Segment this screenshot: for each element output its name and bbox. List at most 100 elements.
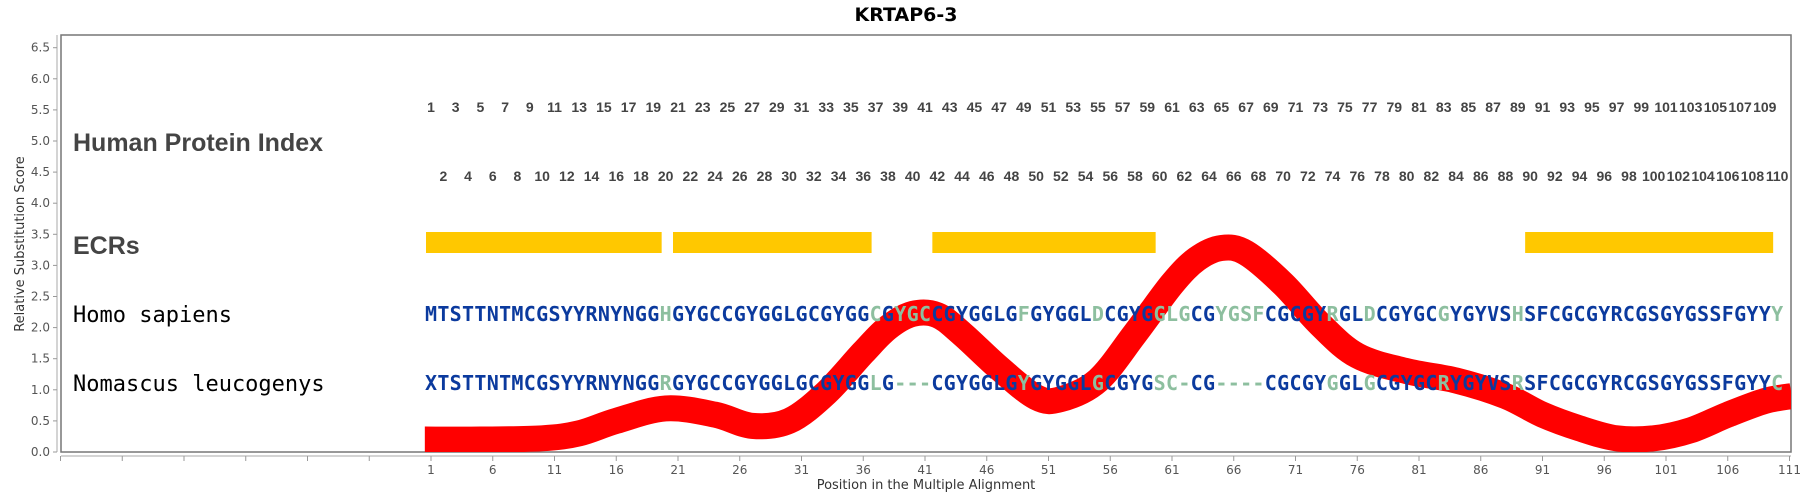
residue: - <box>919 371 931 395</box>
protein-index-number: 103 <box>1679 99 1703 115</box>
protein-index-number: 38 <box>880 168 896 184</box>
residue: C <box>709 371 721 395</box>
protein-index-number: 8 <box>514 168 522 184</box>
protein-index-number: 106 <box>1716 168 1740 184</box>
residue: S <box>1709 371 1721 395</box>
residue: - <box>1215 371 1227 395</box>
residue: Y <box>561 371 573 395</box>
residue: H <box>1512 302 1524 326</box>
x-tick-label: 6 <box>489 463 497 477</box>
residue: Y <box>1746 302 1758 326</box>
protein-index-number: 95 <box>1584 99 1600 115</box>
residue: G <box>1055 371 1067 395</box>
protein-index-number: 25 <box>720 99 736 115</box>
x-tick-label: 51 <box>1041 463 1056 477</box>
x-axis-label: Position in the Multiple Alignment <box>817 478 1036 493</box>
protein-index-number: 78 <box>1374 168 1390 184</box>
residue: Y <box>1129 371 1141 395</box>
residue: G <box>1364 371 1376 395</box>
protein-index-number: 23 <box>695 99 711 115</box>
residue: F <box>1722 371 1734 395</box>
residue: T <box>474 371 486 395</box>
protein-index-number: 7 <box>501 99 509 115</box>
protein-index-number: 39 <box>893 99 909 115</box>
residue: G <box>635 302 647 326</box>
x-tick-label: 66 <box>1226 463 1241 477</box>
protein-index-number: 59 <box>1140 99 1156 115</box>
residue: G <box>734 302 746 326</box>
residue: R <box>1438 371 1451 395</box>
residue: Y <box>1759 302 1771 326</box>
y-tick-label: 6.5 <box>31 41 50 55</box>
protein-index-number: 102 <box>1667 168 1691 184</box>
protein-index-number: 29 <box>769 99 785 115</box>
residue: L <box>1166 302 1178 326</box>
residue: S <box>548 371 560 395</box>
residue: T <box>462 302 474 326</box>
residue: Y <box>1018 371 1030 395</box>
residue: G <box>1734 302 1746 326</box>
protein-index-number: 52 <box>1053 168 1069 184</box>
residue: C <box>721 302 733 326</box>
residue: G <box>1203 371 1215 395</box>
y-tick-label: 5.0 <box>31 134 50 148</box>
protein-index-number: 82 <box>1424 168 1440 184</box>
residue: C <box>1376 302 1388 326</box>
protein-index-number: 37 <box>868 99 884 115</box>
x-tick-label: 71 <box>1288 463 1303 477</box>
y-axis-label: Relative Substitution Score <box>13 156 28 332</box>
protein-index-number: 15 <box>596 99 612 115</box>
protein-index-number: 77 <box>1362 99 1378 115</box>
residue: Y <box>610 371 622 395</box>
residue: G <box>1462 302 1474 326</box>
residue: G <box>1055 302 1067 326</box>
residue: T <box>437 302 449 326</box>
residue: Y <box>573 302 585 326</box>
plot-frame <box>60 34 1792 453</box>
residue: G <box>1561 302 1573 326</box>
protein-index-number: 108 <box>1741 168 1765 184</box>
residue: M <box>511 302 523 326</box>
protein-index-number: 75 <box>1337 99 1353 115</box>
residue: Y <box>561 302 573 326</box>
residue: S <box>450 371 462 395</box>
residue: G <box>647 371 659 395</box>
residue: - <box>1178 371 1190 395</box>
residue: Y <box>1672 302 1684 326</box>
protein-index-number: 87 <box>1485 99 1501 115</box>
residue: G <box>1005 371 1017 395</box>
protein-index-number: 24 <box>707 168 723 184</box>
protein-index-number: 5 <box>477 99 485 115</box>
residue: G <box>758 371 770 395</box>
residue: G <box>1117 302 1129 326</box>
ecr-bar <box>673 232 872 253</box>
protein-index-number: 109 <box>1753 99 1777 115</box>
protein-index-number: 21 <box>670 99 686 115</box>
protein-index-number: 97 <box>1609 99 1625 115</box>
residue: N <box>487 371 499 395</box>
protein-index-number: 84 <box>1448 168 1464 184</box>
residue: G <box>1178 302 1190 326</box>
protein-index-number: 16 <box>608 168 624 184</box>
protein-index-number: 41 <box>917 99 933 115</box>
residue: Y <box>894 302 906 326</box>
protein-index-number: 3 <box>452 99 460 115</box>
residue: L <box>783 371 795 395</box>
residue: L <box>1080 371 1092 395</box>
x-tick-label: 46 <box>979 463 994 477</box>
protein-index-number: 33 <box>818 99 834 115</box>
residue: Y <box>1598 302 1610 326</box>
residue: S <box>1240 302 1252 326</box>
residue: G <box>1339 302 1351 326</box>
residue: C <box>870 302 882 326</box>
protein-index-number: 80 <box>1399 168 1415 184</box>
residue: G <box>1413 371 1425 395</box>
residue: Y <box>1401 371 1413 395</box>
residue: G <box>944 302 956 326</box>
residue: G <box>536 371 548 395</box>
protein-index-number: 60 <box>1152 168 1168 184</box>
residue: S <box>1648 302 1660 326</box>
residue: - <box>894 371 906 395</box>
protein-index-number: 6 <box>489 168 497 184</box>
y-tick-label: 4.0 <box>31 196 50 210</box>
